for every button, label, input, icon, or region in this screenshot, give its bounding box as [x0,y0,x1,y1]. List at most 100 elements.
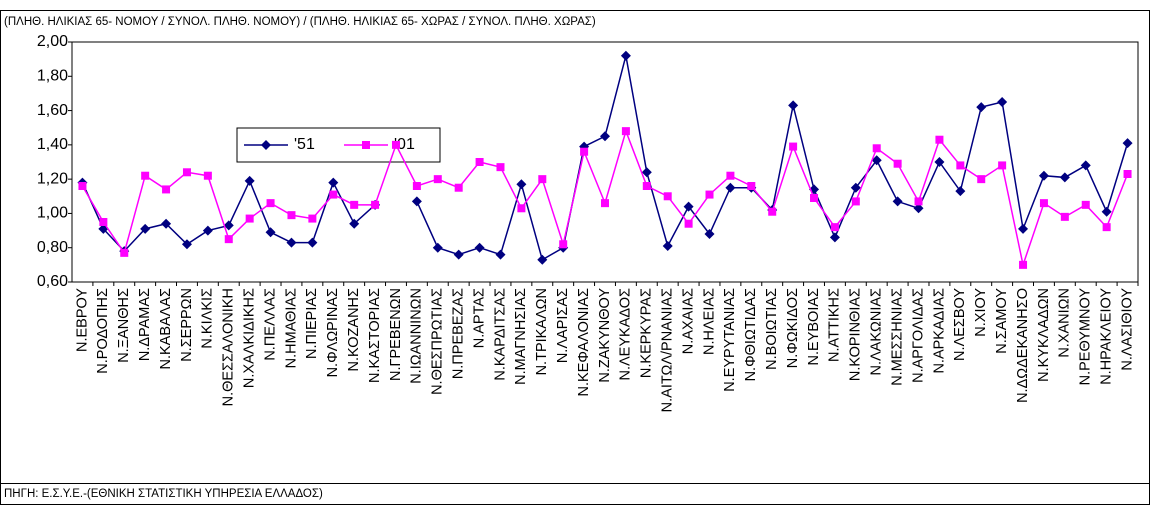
marker [830,223,839,232]
marker [705,190,714,199]
marker [162,185,171,194]
x-tick-label: Ν.ΚΕΡΚΥΡΑΣ [639,288,655,378]
marker [1102,223,1111,232]
marker [1059,172,1070,183]
marker [663,192,672,201]
legend: '51 '01 [236,127,441,163]
marker [892,196,903,207]
marker [265,227,276,238]
x-tick-label: Ν.ΚΙΛΚΙΣ [200,288,216,349]
plot-area [71,41,1139,283]
marker [141,171,150,180]
marker [913,203,924,214]
x-tick-label: Ν.ΑΡΤΑΣ [471,288,487,348]
marker [1081,200,1090,209]
y-tick-label: 0,80 [37,239,68,256]
marker [453,249,464,260]
x-tick-label: Ν.ΗΡΑΚΛΕΙΟΥ [1098,288,1114,385]
x-tick-label: Ν.ΚΥΚΛΑΔΩΝ [1036,288,1052,382]
marker [329,190,338,199]
marker [1101,206,1112,217]
x-tick-label: Ν.ΦΘΙΩΤΙΔΑΣ [743,288,759,381]
marker [474,242,485,253]
marker [998,161,1007,170]
marker [496,163,505,172]
marker [411,196,422,207]
x-tick-label: Ν.ΙΩΑΝΝΙΝΩΝ [409,288,425,384]
marker [328,177,339,188]
marker [850,182,861,193]
marker [871,155,882,166]
marker [224,235,233,244]
marker [956,161,965,170]
marker [203,171,212,180]
x-tick-label: Ν.ΕΥΡΥΤΑΝΙΑΣ [722,288,738,392]
marker [747,182,756,190]
x-tick-label: Ν.ΘΕΣΣΑΛΟΝΙΚΗ [221,288,237,406]
marker [789,142,798,151]
y-tick-label: 0,60 [37,273,68,290]
marker [307,237,318,248]
marker [935,135,944,144]
marker [829,232,840,243]
marker [266,199,275,208]
marker [914,197,923,206]
legend-label: '51 [294,136,315,153]
marker [851,197,860,206]
marker [704,229,715,239]
marker [726,171,735,180]
marker [976,102,987,113]
x-tick-label: Ν.ΖΑΚΥΝΘΟΥ [597,288,613,383]
x-tick-label: Ν.ΞΑΝΘΗΣ [116,288,132,363]
marker [140,223,151,234]
x-tick-label: Ν.ΛΕΣΒΟΥ [952,288,968,361]
x-tick-label: Ν.ΚΑΡΔΙΤΣΑΣ [492,288,508,381]
marker [120,248,129,257]
marker [181,239,192,250]
frame [0,10,1150,505]
x-tick-label: Ν.ΠΕΛΛΑΣ [262,288,278,361]
marker [977,175,986,184]
x-tick-label: Ν.ΔΡΑΜΑΣ [137,288,153,361]
subtitle: (ΠΛΗΘ. ΗΛΙΚΙΑΣ 65- ΝΟΜΟΥ / ΣΥΝΟΛ. ΠΛΗΘ. … [4,16,596,28]
marker [495,249,506,260]
marker [412,182,421,190]
marker [955,186,966,197]
x-tick-label: Ν.ΔΩΔΕΚΑΝΗΣΟ [1015,288,1031,403]
marker [893,159,902,168]
marker [1039,199,1048,208]
x-tick-label: Ν.ΚΑΒΑΛΑΣ [158,288,174,370]
marker [601,199,609,208]
x-tick-label: Ν.ΓΡΕΒΕΝΩΝ [388,288,404,381]
marker [620,50,631,61]
x-tick-label: Ν.ΧΑΛΚΙΔΙΚΗΣ [241,288,257,388]
marker [1019,260,1028,269]
x-tick-label: Ν.ΛΑΡΙΣΑΣ [555,288,571,363]
marker [600,131,610,142]
x-tick-label: Ν.ΑΧΑΙΑΣ [680,288,696,354]
x-tick-label: Ν.ΚΟΡΙΝΘΙΑΣ [848,288,864,381]
marker [161,218,172,229]
marker [810,194,819,202]
marker [349,218,360,229]
legend-box [236,127,441,163]
x-tick-label: Ν.ΛΑΚΩΝΙΑΣ [869,288,885,376]
marker [1122,138,1133,149]
marker [1123,170,1132,178]
marker [433,175,442,184]
marker [245,214,254,223]
y-tick-label: 1,40 [37,136,68,153]
x-tick-label: Ν.ΗΜΑΘΙΑΣ [283,288,299,368]
x-tick-label: Ν.ΑΡΚΑΔΙΑΣ [931,288,947,374]
y-tick-label: 1,60 [37,102,68,119]
marker [99,218,108,226]
x-tick-label: Ν.ΡΕΘΥΜΝΟΥ [1078,288,1094,386]
marker [454,183,463,192]
y-tick-label: 2,00 [37,33,68,50]
marker [559,240,568,249]
source: ΠΗΓΗ: Ε.Σ.Υ.Ε.-(ΕΘΝΙΚΗ ΣΤΑΤΙΣΤΙΚΗ ΥΠΗΡΕΣ… [4,488,323,500]
marker [78,182,87,190]
marker [350,200,359,209]
x-tick-label: Ν.ΧΑΝΙΩΝ [1057,288,1073,358]
